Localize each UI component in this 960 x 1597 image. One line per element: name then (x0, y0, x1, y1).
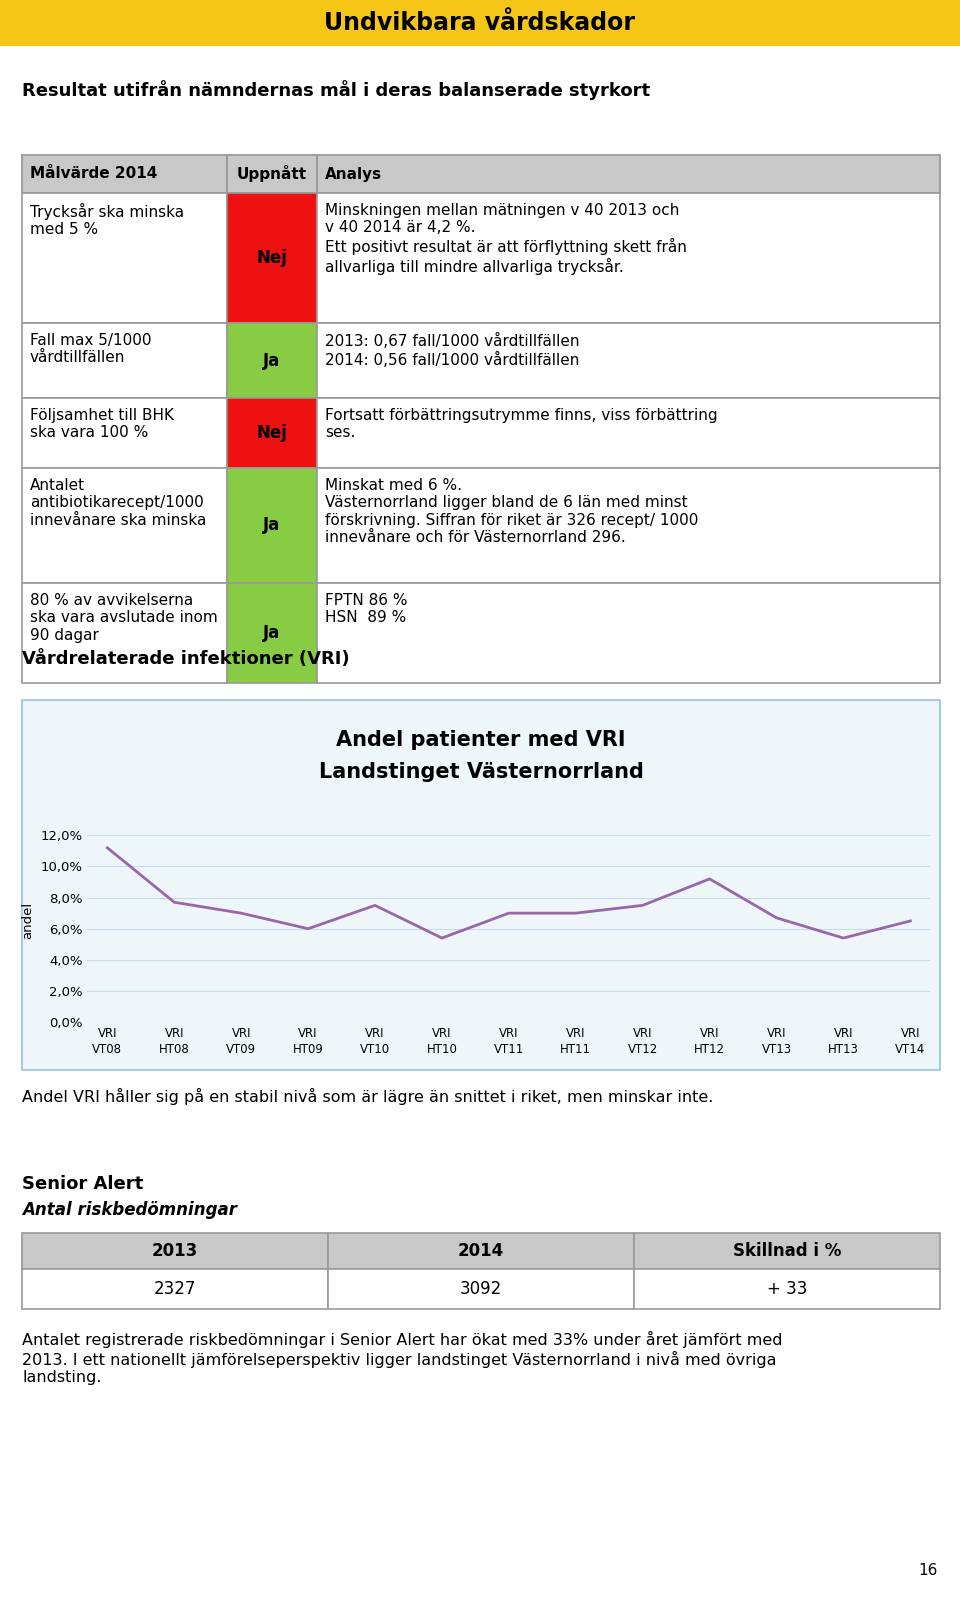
Text: Antalet registrerade riskbedömningar i Senior Alert har ökat med 33% under året : Antalet registrerade riskbedömningar i S… (22, 1330, 782, 1385)
Bar (317, 323, 940, 398)
Bar (227, 155, 317, 193)
Text: Analys: Analys (325, 166, 382, 182)
Bar (227, 323, 317, 398)
Text: Nej: Nej (256, 249, 287, 267)
Text: Följsamhet till BHK
ska vara 100 %: Följsamhet till BHK ska vara 100 % (30, 407, 174, 441)
Bar (328, 1270, 634, 1310)
Bar (22, 1270, 328, 1310)
Bar (22, 1233, 328, 1270)
Bar (317, 398, 940, 468)
Bar (227, 583, 317, 684)
Text: Fortsatt förbättringsutrymme finns, viss förbättring
ses.: Fortsatt förbättringsutrymme finns, viss… (325, 407, 718, 441)
Bar (317, 193, 940, 323)
Bar (22, 583, 227, 684)
Bar (317, 583, 940, 684)
Text: 2327: 2327 (154, 1281, 196, 1298)
Text: Senior Alert: Senior Alert (22, 1175, 143, 1193)
Text: Fall max 5/1000
vårdtillfällen: Fall max 5/1000 vårdtillfällen (30, 334, 152, 366)
Text: Minskat med 6 %.
Västernorrland ligger bland de 6 län med minst
förskrivning. Si: Minskat med 6 %. Västernorrland ligger b… (325, 478, 698, 545)
Text: Andel VRI håller sig på en stabil nivå som är lägre än snittet i riket, men mins: Andel VRI håller sig på en stabil nivå s… (22, 1088, 713, 1105)
Bar (22, 468, 227, 583)
Text: Vårdrelaterade infektioner (VRI): Vårdrelaterade infektioner (VRI) (22, 650, 349, 668)
Text: Ja: Ja (263, 624, 280, 642)
Text: Antal riskbedömningar: Antal riskbedömningar (22, 1201, 237, 1219)
Text: Skillnad i %: Skillnad i % (732, 1242, 841, 1260)
Text: + 33: + 33 (767, 1281, 807, 1298)
Text: 80 % av avvikelserna
ska vara avslutade inom
90 dagar: 80 % av avvikelserna ska vara avslutade … (30, 592, 218, 644)
Bar (634, 1270, 940, 1310)
Bar (22, 323, 227, 398)
Text: 2013: 0,67 fall/1000 vårdtillfällen
2014: 0,56 fall/1000 vårdtillfällen: 2013: 0,67 fall/1000 vårdtillfällen 2014… (325, 334, 580, 367)
Bar (0, 0, 960, 46)
Text: FPTN 86 %
HSN  89 %: FPTN 86 % HSN 89 % (325, 592, 407, 626)
Y-axis label: andel: andel (22, 902, 35, 939)
Bar (328, 1233, 634, 1270)
Bar (317, 468, 940, 583)
Text: Andel patienter med VRI: Andel patienter med VRI (336, 730, 626, 751)
Bar (227, 398, 317, 468)
Text: Nej: Nej (256, 423, 287, 442)
Bar (227, 193, 317, 323)
Bar (22, 193, 227, 323)
Text: Antalet
antibiotikarecept/1000
innevånare ska minska: Antalet antibiotikarecept/1000 innevånar… (30, 478, 206, 527)
Text: Ja: Ja (263, 516, 280, 535)
Text: Resultat utifrån nämndernas mål i deras balanserade styrkort: Resultat utifrån nämndernas mål i deras … (22, 80, 650, 101)
Bar (317, 155, 940, 193)
Text: Landstinget Västernorrland: Landstinget Västernorrland (319, 762, 643, 783)
Text: Trycksår ska minska
med 5 %: Trycksår ska minska med 5 % (30, 203, 184, 238)
Text: 16: 16 (919, 1563, 938, 1578)
Bar (22, 155, 227, 193)
Bar (227, 468, 317, 583)
Text: Minskningen mellan mätningen v 40 2013 och
v 40 2014 är 4,2 %.
Ett positivt resu: Minskningen mellan mätningen v 40 2013 o… (325, 203, 686, 275)
Text: Ja: Ja (263, 351, 280, 369)
Text: Undvikbara vårdskador: Undvikbara vårdskador (324, 11, 636, 35)
Text: 2014: 2014 (458, 1242, 504, 1260)
Bar (22, 699, 940, 1070)
Text: 3092: 3092 (460, 1281, 502, 1298)
Text: 2013: 2013 (152, 1242, 198, 1260)
Text: Uppnått: Uppnått (237, 166, 307, 182)
Bar (22, 398, 227, 468)
Text: Målvärde 2014: Målvärde 2014 (30, 166, 157, 182)
Bar (634, 1233, 940, 1270)
